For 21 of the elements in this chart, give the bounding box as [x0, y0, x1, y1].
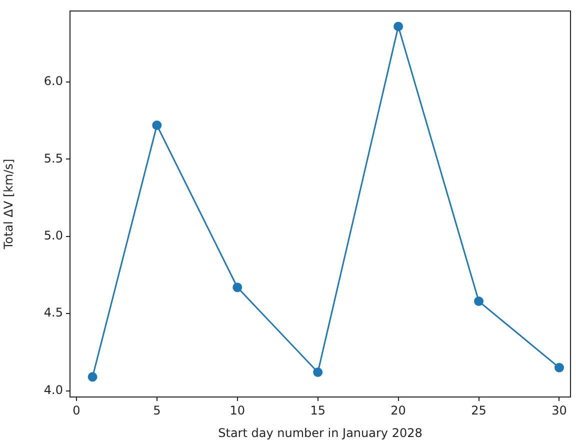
x-tick-label: 10 — [230, 403, 246, 418]
x-tick-label: 0 — [72, 403, 80, 418]
y-tick-label: 4.0 — [44, 382, 63, 397]
y-axis-title: Total ΔV [km/s] — [1, 158, 16, 250]
x-tick-label: 5 — [153, 403, 161, 418]
y-tick-label: 4.5 — [44, 306, 63, 320]
point — [232, 282, 242, 292]
x-tick-label: 30 — [552, 403, 567, 418]
point — [152, 120, 162, 130]
point — [554, 362, 564, 372]
point — [88, 372, 98, 382]
x-tick-label: 20 — [390, 403, 406, 418]
x-tick-label: 15 — [310, 403, 326, 418]
point — [474, 296, 484, 306]
point — [394, 22, 404, 32]
y-tick-label: 5.5 — [44, 151, 63, 166]
x-axis-title: Start day number in January 2028 — [218, 426, 422, 440]
y-tick-label: 5.0 — [44, 228, 63, 243]
y-tick-label: 6.0 — [44, 74, 63, 88]
point — [313, 368, 323, 378]
x-tick-label: 25 — [471, 403, 486, 418]
